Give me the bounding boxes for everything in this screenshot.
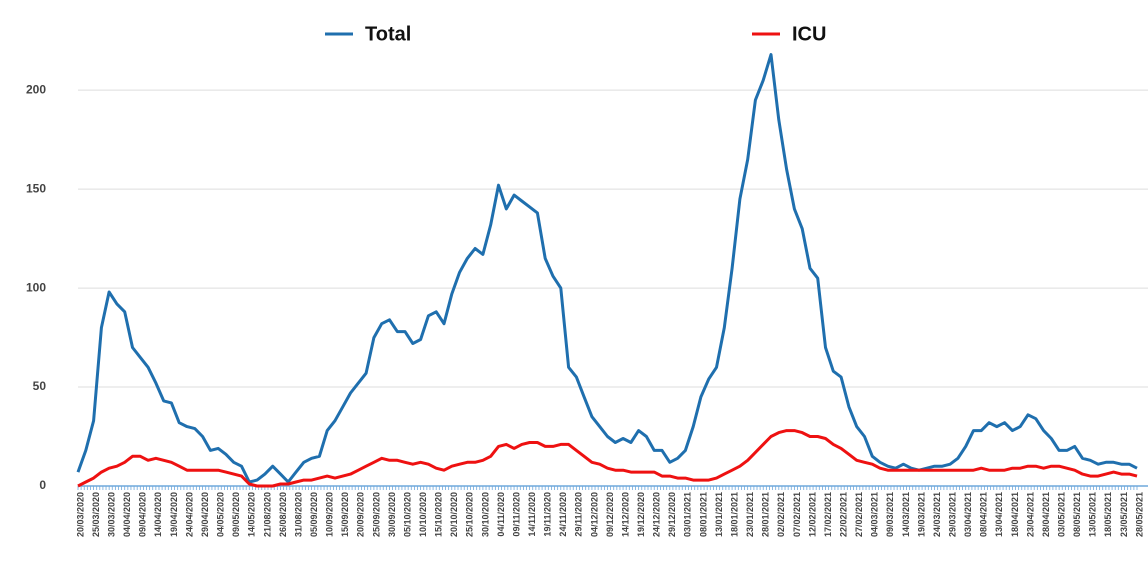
x-tick-label: 19/12/2020 xyxy=(636,492,646,537)
x-tick-label: 17/02/2021 xyxy=(823,492,833,537)
x-tick-label: 27/02/2021 xyxy=(854,492,864,537)
x-tick-label: 14/04/2020 xyxy=(153,492,163,537)
x-tick-label: 04/03/2021 xyxy=(870,492,880,537)
x-tick-label: 30/03/2020 xyxy=(107,492,117,537)
x-tick-label: 24/12/2020 xyxy=(652,492,662,537)
x-tick-label: 04/12/2020 xyxy=(589,492,599,537)
line-icu xyxy=(77,429,1138,488)
x-tick-label: 09/04/2020 xyxy=(138,492,148,537)
x-tick-label: 04/05/2020 xyxy=(216,492,226,537)
x-tick-label: 05/09/2020 xyxy=(309,492,319,537)
x-tick-label: 12/02/2021 xyxy=(807,492,817,537)
x-tick-label: 18/05/2021 xyxy=(1103,492,1113,537)
x-tick-label: 23/04/2021 xyxy=(1025,492,1035,537)
x-tick-label: 08/04/2021 xyxy=(979,492,989,537)
x-tick-label: 07/02/2021 xyxy=(792,492,802,537)
x-tick-label: 21/08/2020 xyxy=(262,492,272,537)
y-tick-label: 50 xyxy=(33,379,47,393)
x-tick-label: 03/04/2021 xyxy=(963,492,973,537)
x-tick-label: 04/04/2020 xyxy=(122,492,132,537)
x-tick-label: 04/11/2020 xyxy=(496,492,506,537)
line-total xyxy=(76,53,1138,484)
x-tick-label: 13/04/2021 xyxy=(994,492,1004,537)
x-tick-label: 28/01/2021 xyxy=(761,492,771,537)
x-tick-label: 25/09/2020 xyxy=(371,492,381,537)
y-tick-label: 0 xyxy=(39,478,46,492)
x-tick-label: 30/09/2020 xyxy=(387,492,397,537)
x-tick-label: 29/12/2020 xyxy=(667,492,677,537)
x-tick-label: 13/01/2021 xyxy=(714,492,724,537)
x-tick-label: 26/08/2020 xyxy=(278,492,288,537)
x-tick-label: 05/10/2020 xyxy=(402,492,412,537)
x-tick-label: 10/09/2020 xyxy=(325,492,335,537)
x-tick-label: 30/10/2020 xyxy=(480,492,490,537)
x-tick-label: 18/04/2021 xyxy=(1010,492,1020,537)
x-tick-label: 09/11/2020 xyxy=(511,492,521,537)
x-tick-label: 14/12/2020 xyxy=(620,492,630,537)
x-tick-label: 14/05/2020 xyxy=(247,492,257,537)
x-tick-label: 15/09/2020 xyxy=(340,492,350,537)
x-tick-label: 28/05/2021 xyxy=(1134,492,1144,537)
x-tick-label: 09/12/2020 xyxy=(605,492,615,537)
x-tick-label: 20/03/2020 xyxy=(75,492,85,537)
x-tick-label: 24/03/2021 xyxy=(932,492,942,537)
x-tick-label: 25/03/2020 xyxy=(91,492,101,537)
x-tick-label: 23/01/2021 xyxy=(745,492,755,537)
x-tick-label: 29/11/2020 xyxy=(574,492,584,537)
x-tick-label: 10/10/2020 xyxy=(418,492,428,537)
x-tick-label: 28/04/2021 xyxy=(1041,492,1051,537)
y-tick-label: 150 xyxy=(26,181,46,195)
x-tick-label: 22/02/2021 xyxy=(838,492,848,537)
x-tick-label: 13/05/2021 xyxy=(1088,492,1098,537)
y-tick-label: 200 xyxy=(26,82,46,96)
x-tick-label: 08/01/2021 xyxy=(698,492,708,537)
x-tick-label: 09/05/2020 xyxy=(231,492,241,537)
x-tick-label: 24/11/2020 xyxy=(558,492,568,537)
x-tick-label: 31/08/2020 xyxy=(293,492,303,537)
legend-label: ICU xyxy=(792,23,826,45)
x-tick-label: 19/11/2020 xyxy=(543,492,553,537)
x-tick-label: 20/10/2020 xyxy=(449,492,459,537)
x-tick-label: 19/03/2021 xyxy=(916,492,926,537)
x-tick-label: 02/02/2021 xyxy=(776,492,786,537)
x-tick-label: 19/04/2020 xyxy=(169,492,179,537)
x-tick-label: 18/01/2021 xyxy=(729,492,739,537)
x-tick-label: 20/09/2020 xyxy=(356,492,366,537)
x-tick-label: 24/04/2020 xyxy=(184,492,194,537)
legend-label: Total xyxy=(365,23,411,45)
x-tick-label: 15/10/2020 xyxy=(434,492,444,537)
x-tick-label: 14/11/2020 xyxy=(527,492,537,537)
x-tick-label: 03/01/2021 xyxy=(683,492,693,537)
x-tick-label: 23/05/2021 xyxy=(1119,492,1129,537)
x-tick-label: 03/05/2021 xyxy=(1057,492,1067,537)
x-tick-label: 29/03/2021 xyxy=(947,492,957,537)
y-tick-label: 100 xyxy=(26,280,46,294)
x-tick-label: 08/05/2021 xyxy=(1072,492,1082,537)
x-tick-label: 14/03/2021 xyxy=(901,492,911,537)
x-tick-label: 09/03/2021 xyxy=(885,492,895,537)
x-tick-label: 25/10/2020 xyxy=(465,492,475,537)
x-tick-label: 29/04/2020 xyxy=(200,492,210,537)
